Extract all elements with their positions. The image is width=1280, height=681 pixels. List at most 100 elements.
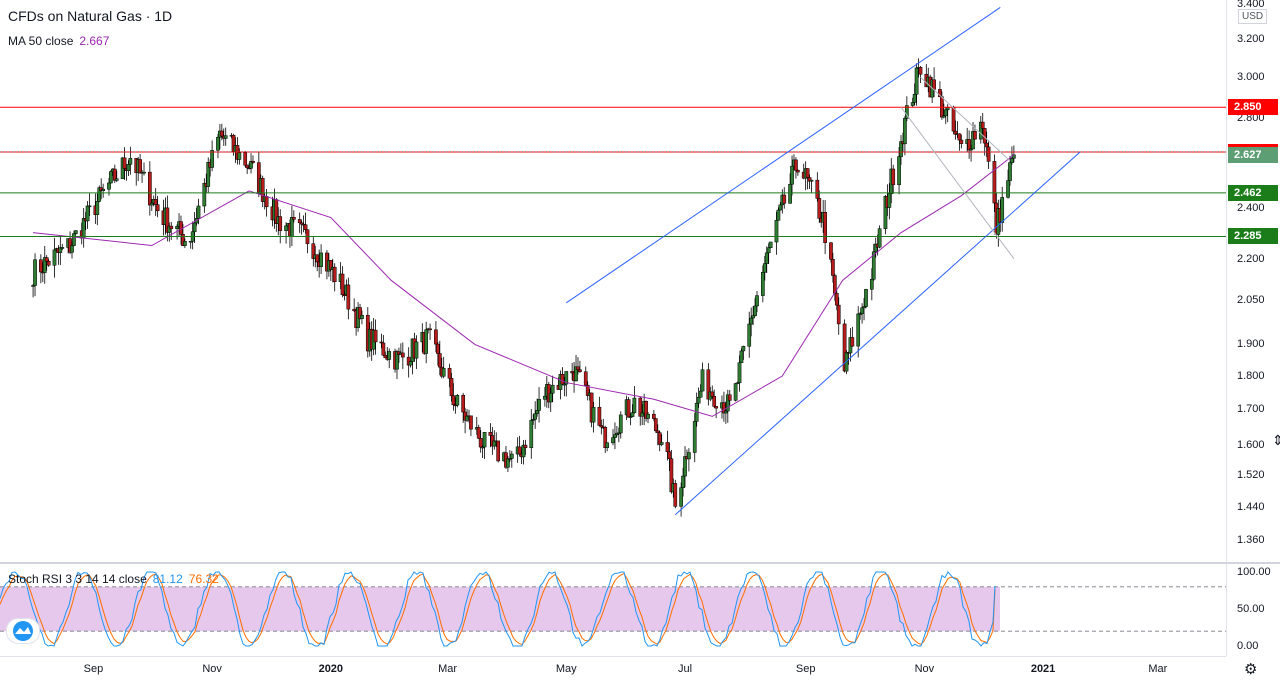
candle-body (673, 483, 678, 507)
candle-body (461, 395, 466, 413)
candle-body (831, 259, 835, 276)
tradingview-logo-icon[interactable] (6, 618, 40, 644)
candle-body (992, 161, 997, 204)
stoch-d-value: 76.32 (188, 572, 219, 586)
candle-body (114, 178, 119, 181)
candle-body (482, 432, 487, 448)
candle-body (101, 188, 105, 191)
candle-body (219, 130, 224, 137)
candle-body (192, 222, 197, 233)
candle-body (815, 179, 820, 199)
candle-body (95, 201, 100, 215)
stoch-d-line (0, 572, 996, 646)
candle-body (897, 156, 901, 186)
currency-badge[interactable]: USD (1238, 9, 1268, 24)
candles-group (31, 58, 1016, 517)
candle-body (739, 350, 744, 363)
candle-body (428, 328, 432, 331)
candle-body (760, 271, 765, 296)
candle-body (710, 391, 715, 397)
candle-body (72, 233, 76, 246)
ma-legend[interactable]: MA 50 close 2.667 (8, 34, 109, 48)
ma-legend-label: MA 50 close (8, 34, 74, 48)
candle-body (292, 217, 296, 220)
stoch-legend[interactable]: Stoch RSI 3 3 14 14 close 81.12 76.32 (8, 572, 219, 586)
price-axis[interactable]: 3.400 3.200 3.000 2.800 2.400 2.200 2.050 1.900… (1226, 0, 1280, 562)
time-axis-tick: Nov (202, 663, 222, 675)
candle-body (533, 413, 538, 420)
candle-body (945, 107, 950, 111)
candle-body (969, 148, 973, 151)
candle-body (476, 427, 481, 439)
candle-body (611, 437, 615, 444)
candle-body (790, 165, 794, 185)
candle-body (959, 139, 964, 144)
channel-line-upper (566, 7, 1001, 304)
candle-body (165, 207, 170, 233)
candle-body (613, 434, 617, 438)
candle-body (496, 440, 501, 462)
candle-body (877, 228, 882, 248)
candle-body (1000, 197, 1005, 223)
price-axis-tick: 3.000 (1237, 71, 1265, 84)
stoch-k-value: 81.12 (152, 572, 183, 586)
candle-body (823, 212, 827, 243)
candle-body (414, 341, 419, 359)
level-price-label[interactable]: 2.462 (1228, 184, 1278, 201)
candle-body (70, 245, 74, 253)
candle-body (764, 252, 769, 264)
price-chart-pane[interactable] (0, 0, 1226, 562)
candle-body (712, 396, 717, 407)
price-chart[interactable] (0, 0, 1226, 562)
price-axis-tick: 3.200 (1237, 33, 1265, 46)
candle-body (85, 205, 90, 222)
candle-body (807, 177, 812, 182)
candle-body (659, 442, 664, 445)
candle-body (153, 199, 158, 205)
candle-body (706, 369, 711, 400)
candle-body (237, 152, 242, 160)
candle-body (408, 361, 413, 366)
channel-line-lower (674, 151, 1081, 516)
stoch-legend-label: Stoch RSI 3 3 14 14 close (8, 572, 147, 586)
candle-body (741, 345, 746, 352)
candle-body (576, 366, 580, 371)
candle-body (762, 263, 767, 273)
time-axis-tick: Jul (677, 663, 693, 675)
candle-body (87, 205, 92, 208)
symbol-title[interactable]: CFDs on Natural Gas · 1D (8, 8, 173, 24)
candle-body (564, 371, 569, 385)
pane-divider[interactable] (0, 562, 1280, 564)
candle-body (603, 427, 608, 448)
stoch-rsi-pane[interactable] (0, 564, 1226, 656)
candle-body (210, 150, 214, 168)
scroll-cursor-icon: ⇕ (1272, 432, 1280, 448)
stoch-axis[interactable]: 100.00 50.00 0.00 (1226, 564, 1280, 656)
stoch-rsi-chart[interactable] (0, 564, 1226, 656)
candle-body (605, 442, 610, 448)
candle-body (905, 105, 909, 119)
candle-body (381, 342, 386, 356)
candle-body (727, 394, 732, 401)
candle-body (860, 307, 864, 314)
candle-body (943, 109, 948, 117)
time-axis[interactable]: Sep Nov 2020 Mar May Jul Sep Nov 2021 Mar (0, 656, 1226, 681)
level-price-label[interactable]: 2.285 (1228, 228, 1278, 245)
candle-body (1006, 180, 1010, 198)
price-axis-tick: 3.400 (1237, 0, 1265, 10)
candle-body (805, 168, 810, 178)
level-price-label[interactable]: 2.850 (1228, 99, 1278, 116)
level-price-label[interactable]: 2.627 (1228, 146, 1278, 163)
candle-body (517, 446, 522, 455)
candle-body (175, 226, 179, 229)
time-axis-tick: Sep (795, 663, 816, 675)
candle-body (142, 171, 146, 174)
time-axis-tick: Nov (914, 663, 935, 675)
price-axis-tick: 1.700 (1237, 403, 1265, 416)
candle-body (436, 343, 440, 354)
candle-body (653, 418, 658, 432)
candle-body (714, 406, 718, 409)
candle-body (951, 107, 956, 132)
stoch-band (0, 586, 1000, 632)
settings-gear-icon[interactable]: ⚙ (1244, 661, 1258, 678)
